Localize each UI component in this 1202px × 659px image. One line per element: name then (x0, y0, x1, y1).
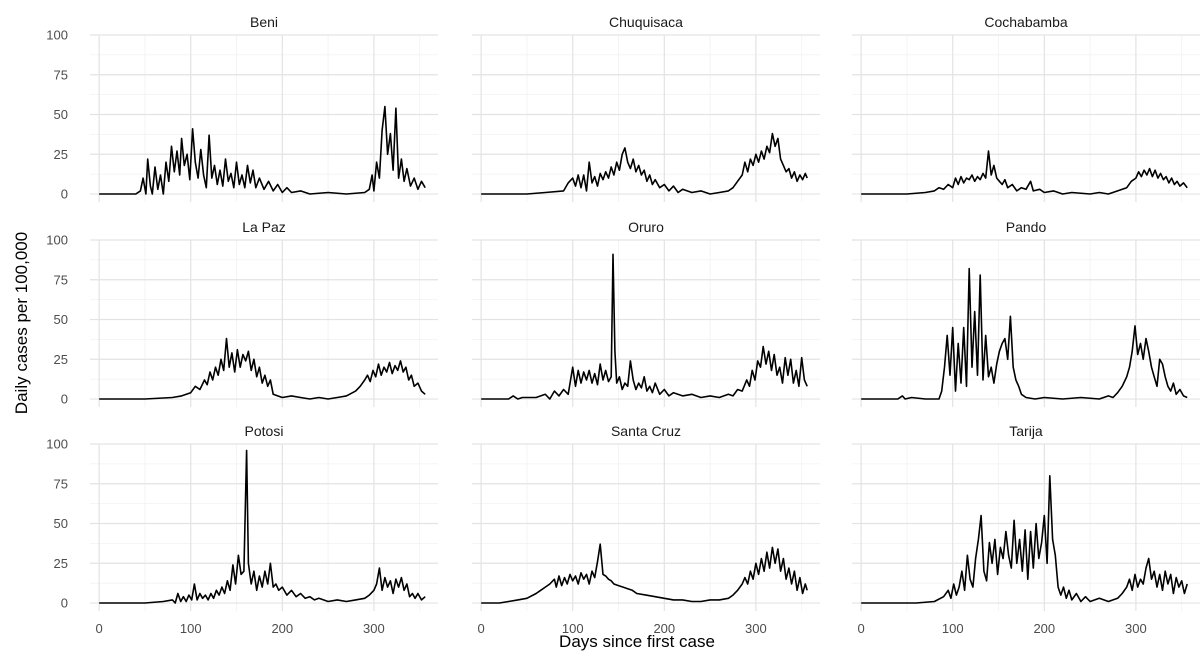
x-tick-label: 300 (745, 621, 767, 636)
y-tick-label: 75 (54, 67, 68, 82)
facet-label: Pando (1006, 219, 1047, 235)
panel-beni: Beni 0 25 50 75 100 (46, 14, 438, 202)
x-tick-label: 200 (1033, 621, 1055, 636)
y-tick-label: 75 (54, 272, 68, 287)
facet-label: Tarija (1009, 423, 1043, 439)
y-tick-label: 0 (61, 392, 68, 407)
facet-label: Cochabamba (984, 14, 1067, 30)
facet-label: La Paz (242, 219, 286, 235)
panel-tarija: Tarija 0 100 200 300 (852, 423, 1200, 636)
y-tick-label: 25 (54, 556, 68, 571)
facet-label: Chuquisaca (609, 14, 683, 30)
series-line (861, 267, 1188, 400)
x-tick-label: 300 (1125, 621, 1147, 636)
series-line (99, 337, 426, 400)
panel-potosi: Potosi 0 25 50 75 100 0 100 200 300 (46, 423, 438, 636)
series-line (481, 132, 808, 195)
panel-chuquisaca: Chuquisaca (472, 14, 820, 202)
y-tick-label: 75 (54, 476, 68, 491)
series-line (481, 253, 808, 400)
y-tick-label: 50 (54, 312, 68, 327)
facet-label: Potosi (245, 423, 284, 439)
x-tick-label: 200 (653, 621, 675, 636)
x-tick-label: 100 (562, 621, 584, 636)
x-tick-label: 0 (478, 621, 485, 636)
y-axis-title: Daily cases per 100,000 (12, 232, 31, 414)
x-tick-label: 0 (858, 621, 865, 636)
y-tick-label: 0 (61, 187, 68, 202)
facet-label: Santa Cruz (611, 423, 681, 439)
x-axis-title: Days since first case (559, 632, 715, 651)
x-tick-label: 200 (271, 621, 293, 636)
panel-cochabamba: Cochabamba (852, 14, 1200, 202)
y-tick-label: 50 (54, 107, 68, 122)
series-line (481, 543, 808, 604)
y-tick-label: 25 (54, 147, 68, 162)
panel-pando: Pando (852, 219, 1200, 407)
x-tick-label: 100 (180, 621, 202, 636)
facet-label: Beni (250, 14, 278, 30)
panel-la-paz: La Paz 0 25 50 75 100 (46, 219, 438, 407)
y-tick-label: 50 (54, 516, 68, 531)
panel-oruro: Oruro (472, 219, 820, 407)
x-tick-label: 300 (363, 621, 385, 636)
y-tick-label: 100 (46, 28, 68, 43)
y-tick-label: 25 (54, 352, 68, 367)
x-tick-label: 0 (96, 621, 103, 636)
series-line (99, 105, 426, 195)
facet-label: Oruro (628, 219, 664, 235)
series-line (861, 150, 1188, 195)
x-tick-label: 100 (942, 621, 964, 636)
y-tick-label: 0 (61, 596, 68, 611)
y-tick-label: 100 (46, 233, 68, 248)
series-line (861, 475, 1188, 604)
series-line (99, 449, 426, 604)
panel-santa-cruz: Santa Cruz 0 100 200 300 (472, 423, 820, 636)
y-tick-label: 100 (46, 437, 68, 452)
